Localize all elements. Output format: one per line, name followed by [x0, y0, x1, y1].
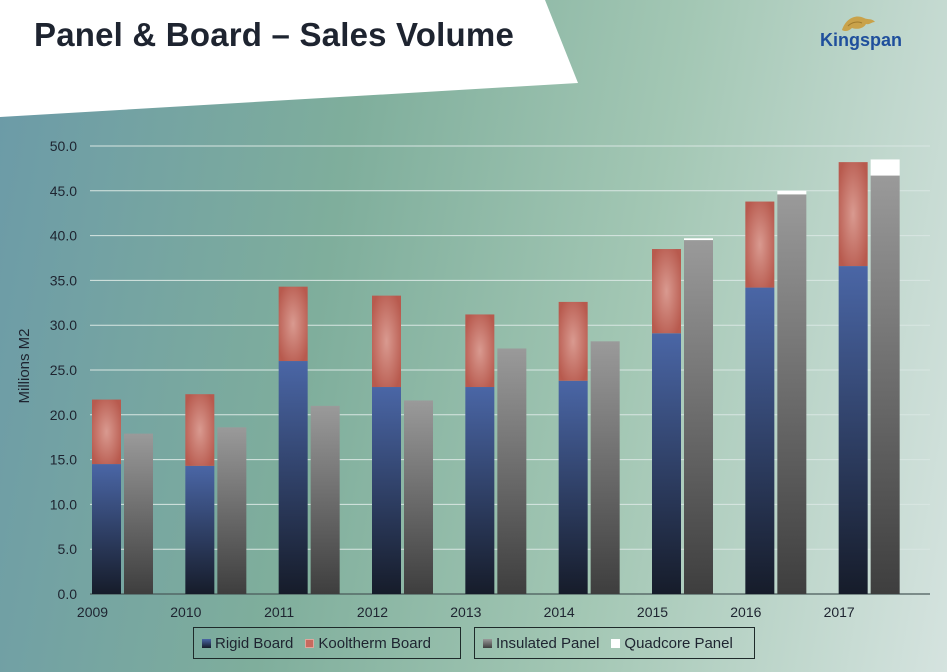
bar-insulated-panel-2010 — [217, 427, 247, 594]
title-banner — [0, 0, 578, 117]
legend-label-quadcore-panel: Quadcore Panel — [624, 634, 733, 652]
swatch-rigid-board — [202, 638, 211, 648]
bar-insulated-panel-2014 — [590, 341, 620, 594]
legend-label-rigid-board: Rigid Board — [215, 634, 294, 652]
swatch-quadcore-panel — [611, 638, 621, 648]
bar-kooltherm-board-2017 — [838, 162, 868, 267]
page-title: Panel & Board – Sales Volume — [34, 16, 514, 53]
swatch-kooltherm-board — [305, 638, 315, 648]
bar-rigid-board-2013 — [465, 387, 495, 594]
y-tick-label: 30.0 — [50, 317, 77, 333]
bar-quadcore-panel-2015 — [684, 238, 713, 241]
y-tick-label: 20.0 — [50, 407, 77, 423]
x-tick-label: 2011 — [264, 604, 294, 620]
bar-insulated-panel-2013 — [497, 348, 527, 594]
bar-rigid-board-2017 — [838, 266, 868, 594]
bar-kooltherm-board-2012 — [372, 295, 401, 388]
x-tick-label: 2009 — [77, 604, 108, 620]
x-tick-label: 2010 — [170, 604, 201, 620]
legend-item-insulated-panel: Insulated Panel — [483, 635, 599, 652]
bar-insulated-panel-2015 — [684, 240, 713, 594]
bar-rigid-board-2010 — [185, 465, 215, 594]
y-tick-label: 35.0 — [50, 272, 77, 288]
bar-rigid-board-2014 — [558, 380, 588, 594]
bar-kooltherm-board-2016 — [745, 201, 775, 288]
x-tick-label: 2012 — [357, 604, 388, 620]
legend-panel: Insulated Panel Quadcore Panel — [474, 627, 755, 659]
bar-rigid-board-2016 — [745, 287, 775, 594]
bar-insulated-panel-2016 — [777, 194, 807, 594]
y-tick-label: 40.0 — [50, 228, 77, 244]
bar-kooltherm-board-2014 — [558, 301, 588, 381]
bar-rigid-board-2009 — [92, 464, 121, 594]
x-tick-label: 2016 — [730, 604, 761, 620]
swatch-insulated-panel — [483, 638, 492, 648]
bar-kooltherm-board-2013 — [465, 314, 495, 388]
bar-kooltherm-board-2011 — [278, 286, 308, 362]
legend-item-quadcore-panel: Quadcore Panel — [611, 634, 733, 652]
bar-kooltherm-board-2015 — [652, 249, 681, 334]
y-axis-label: Millions M2 — [16, 328, 33, 403]
y-tick-label: 45.0 — [50, 183, 77, 199]
bar-insulated-panel-2012 — [404, 400, 433, 594]
legend-board: Rigid Board Kooltherm Board — [193, 627, 461, 659]
bar-kooltherm-board-2010 — [185, 394, 215, 466]
bar-rigid-board-2012 — [372, 387, 401, 594]
bar-insulated-panel-2009 — [124, 433, 153, 594]
y-tick-label: 0.0 — [58, 586, 78, 602]
y-tick-label: 10.0 — [50, 496, 77, 512]
legend-item-kooltherm-board: Kooltherm Board — [305, 635, 431, 652]
y-tick-label: 25.0 — [50, 362, 77, 378]
bar-rigid-board-2015 — [652, 333, 681, 594]
legend-label-insulated-panel: Insulated Panel — [496, 634, 600, 652]
x-tick-label: 2013 — [450, 604, 481, 620]
bar-quadcore-panel-2016 — [777, 190, 807, 195]
x-tick-label: 2015 — [637, 604, 668, 620]
y-tick-label: 5.0 — [58, 541, 78, 557]
x-tick-label: 2017 — [824, 604, 855, 620]
y-tick-label: 50.0 — [50, 138, 77, 154]
logo-text: Kingspan — [820, 30, 903, 50]
legend-label-kooltherm-board: Kooltherm Board — [318, 634, 431, 652]
y-tick-label: 15.0 — [50, 452, 77, 468]
legend-item-rigid-board: Rigid Board — [202, 635, 293, 652]
bar-quadcore-panel-2017 — [870, 159, 900, 176]
x-tick-label: 2014 — [544, 604, 575, 620]
bar-insulated-panel-2017 — [870, 175, 900, 594]
bar-insulated-panel-2011 — [310, 405, 340, 594]
kingspan-logo: Kingspan — [820, 12, 910, 56]
bar-kooltherm-board-2009 — [92, 399, 121, 465]
bar-rigid-board-2011 — [278, 361, 308, 594]
lion-icon — [842, 16, 875, 32]
